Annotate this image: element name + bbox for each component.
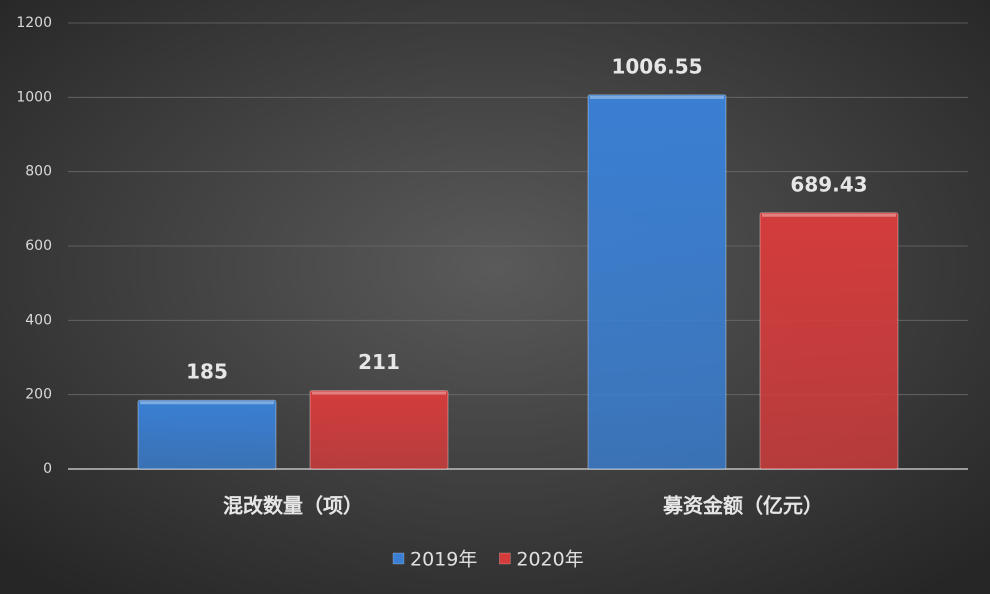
x-tick-label: 混改数量（项） (223, 494, 363, 518)
y-tick-label: 400 (25, 312, 52, 328)
bar-highlight (312, 391, 446, 395)
bar (137, 399, 277, 470)
y-tick-label: 800 (25, 164, 52, 180)
legend-marker (499, 552, 511, 565)
data-label: 185 (186, 360, 228, 384)
legend-marker (392, 552, 405, 565)
legend-label: 2020年 (516, 549, 583, 571)
x-tick-label: 募资金额（亿元） (662, 494, 823, 518)
y-tick-label: 600 (25, 238, 52, 254)
bar-highlight (140, 401, 274, 405)
y-tick-label: 200 (25, 387, 52, 403)
data-label: 211 (358, 350, 400, 374)
bar (309, 390, 449, 470)
bar-highlight (590, 95, 724, 99)
y-tick-label: 1000 (16, 89, 52, 105)
data-label: 1006.55 (611, 54, 702, 78)
bar (587, 94, 727, 470)
y-tick-label: 1200 (16, 15, 52, 31)
y-tick-label: 0 (43, 461, 52, 477)
data-label: 689.43 (790, 172, 867, 196)
legend-label: 2019年 (410, 549, 477, 571)
bar (759, 212, 899, 470)
bar-highlight (762, 213, 896, 217)
